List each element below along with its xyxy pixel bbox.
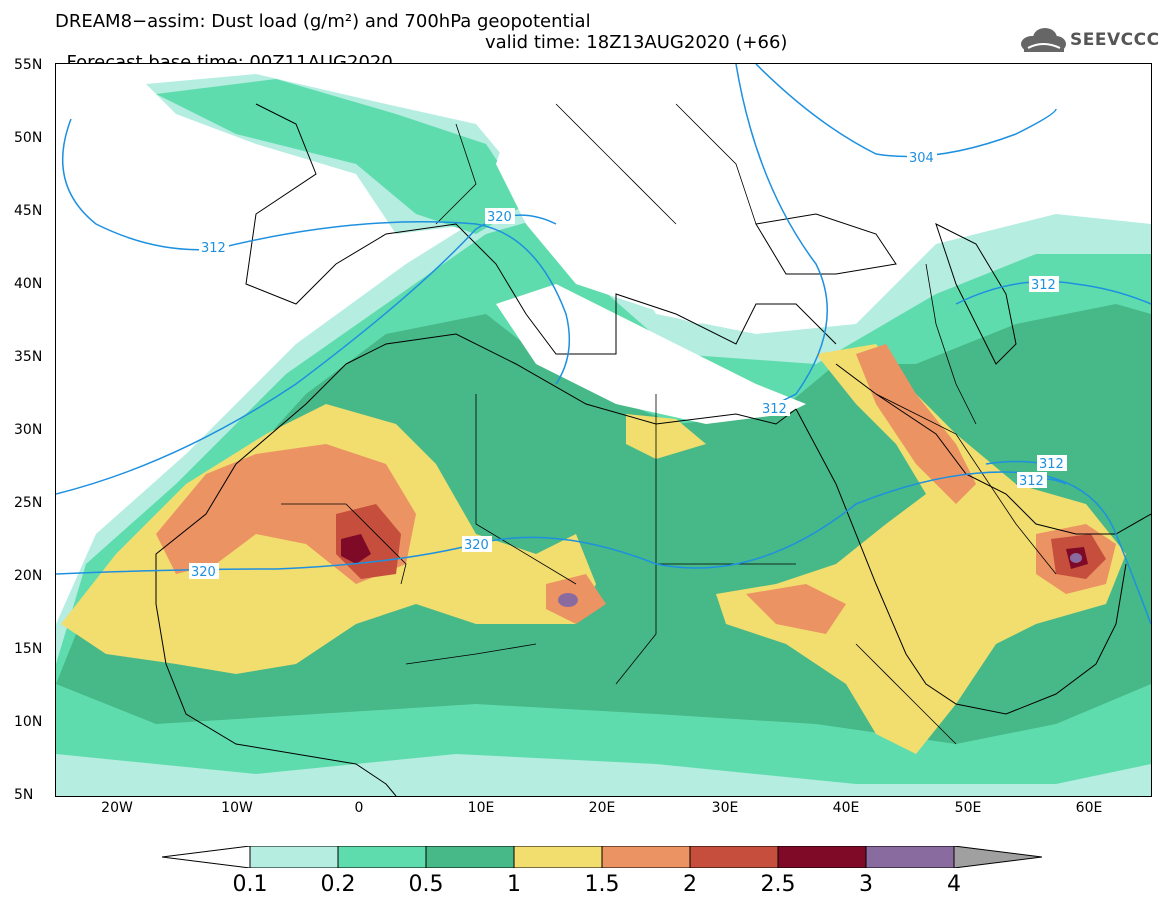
ytick-45n: 45N <box>14 203 43 219</box>
seevccc-logo: SEEVCCC <box>1018 26 1159 56</box>
colorbar-label-1: 1 <box>507 872 521 897</box>
xtick-0: 0 <box>354 800 364 816</box>
colorbar-right-arrow <box>953 846 1042 868</box>
coastline-africa-west <box>155 363 397 796</box>
colorbar-cell <box>601 846 691 868</box>
xtick-30e: 30E <box>711 800 739 816</box>
coastlines <box>155 103 1151 796</box>
border-ethiopia <box>855 643 957 745</box>
contour-label-304: 304 <box>909 151 934 166</box>
contour-line-312-east <box>735 64 828 410</box>
border-europe-2 <box>555 103 677 225</box>
xtick-40e: 40E <box>832 800 860 816</box>
border-saudi <box>875 393 1057 575</box>
contour-label-312-e: 312 <box>1019 474 1044 489</box>
contour-line-312-west <box>61 118 571 385</box>
xtick-10e: 10E <box>467 800 495 816</box>
colorbar-label-3: 3 <box>859 872 873 897</box>
colorbar-cell <box>865 846 955 868</box>
cloud-logo-icon <box>1021 28 1066 52</box>
contour-label-312-c: 312 <box>762 402 787 417</box>
xtick-60e: 60E <box>1075 800 1103 816</box>
contour-fill-1-libya <box>626 414 706 459</box>
ytick-40n: 40N <box>14 276 43 292</box>
coastline-caspian <box>935 223 1017 365</box>
valid-time: valid time: 18Z13AUG2020 (+66) <box>485 32 788 53</box>
border-niger-nigeria <box>405 643 537 665</box>
colorbar <box>162 846 1042 868</box>
coastline-mediterranean <box>345 333 797 425</box>
contour-fill-1.5-east <box>856 344 976 504</box>
ytick-55n: 55N <box>14 57 43 73</box>
colorbar-label-0.2: 0.2 <box>320 872 356 897</box>
coastline-red-sea <box>795 408 1127 715</box>
colorbar-label-4: 4 <box>947 872 961 897</box>
colorbar-left-arrow <box>162 846 251 868</box>
contour-label-320-a: 320 <box>487 210 512 225</box>
contour-labels: 312 320 304 312 312 320 <box>189 149 1067 580</box>
border-europe-1 <box>435 123 477 225</box>
border-libya <box>475 394 577 585</box>
contour-label-320-c: 320 <box>464 538 489 553</box>
xtick-20e: 20E <box>588 800 616 816</box>
border-europe-3 <box>675 103 757 225</box>
contour-fill-3-oman <box>1070 553 1082 563</box>
contour-fill-0.2-north <box>156 79 526 234</box>
border-chad-sudan <box>615 564 657 685</box>
border-iran-iraq <box>925 263 977 425</box>
contour-label-312-d: 312 <box>1039 457 1064 472</box>
contour-fill-1-east <box>716 344 1126 754</box>
coastline-black-sea <box>755 213 897 275</box>
colorbar-label-0.1: 0.1 <box>232 872 268 897</box>
colorbar-cell <box>337 846 427 868</box>
contour-line-320-south <box>56 471 1151 625</box>
contour-label-320-b: 320 <box>191 565 216 580</box>
ytick-25n: 25N <box>14 495 43 511</box>
coastline-arabia <box>835 363 1151 535</box>
xtick-20w: 20W <box>101 800 133 816</box>
contour-line-312-iran <box>955 280 1151 305</box>
dust-fill-contours <box>56 64 1151 796</box>
ytick-5n: 5N <box>14 787 34 803</box>
ytick-15n: 15N <box>14 641 43 657</box>
map-title: DREAM8−assim: Dust load (g/m²) and 700hP… <box>55 11 591 32</box>
colorbar-cell <box>513 846 603 868</box>
map-canvas: 312 320 304 312 312 320 <box>56 64 1151 796</box>
colorbar-cells <box>249 846 955 868</box>
ytick-10n: 10N <box>14 714 43 730</box>
colorbar-label-0.5: 0.5 <box>408 872 444 897</box>
mediterranean-clear-area <box>496 284 806 424</box>
ytick-20n: 20N <box>14 568 43 584</box>
coastline-europe <box>245 103 837 355</box>
contour-label-312-b: 312 <box>1031 278 1056 293</box>
border-algeria-mali <box>281 503 407 585</box>
colorbar-label-2.5: 2.5 <box>760 872 796 897</box>
contour-fill-1.5-sudan <box>746 584 846 634</box>
colorbar-label-2: 2 <box>683 872 697 897</box>
colorbar-label-1.5: 1.5 <box>584 872 620 897</box>
ytick-50n: 50N <box>14 130 43 146</box>
colorbar-cell <box>425 846 515 868</box>
contour-fill-3 <box>558 593 578 607</box>
dust-load-map: 312 320 304 312 312 320 <box>55 63 1152 797</box>
ytick-30n: 30N <box>14 422 43 438</box>
colorbar-cell <box>689 846 779 868</box>
contour-label-312-a: 312 <box>201 241 226 256</box>
country-borders <box>281 103 1057 745</box>
xtick-50e: 50E <box>954 800 982 816</box>
ytick-35n: 35N <box>14 349 43 365</box>
xtick-10w: 10W <box>221 800 253 816</box>
colorbar-cell <box>777 846 867 868</box>
contour-fill-2.5 <box>341 534 371 564</box>
colorbar-cell <box>249 846 339 868</box>
europe-clear-area <box>496 64 936 324</box>
